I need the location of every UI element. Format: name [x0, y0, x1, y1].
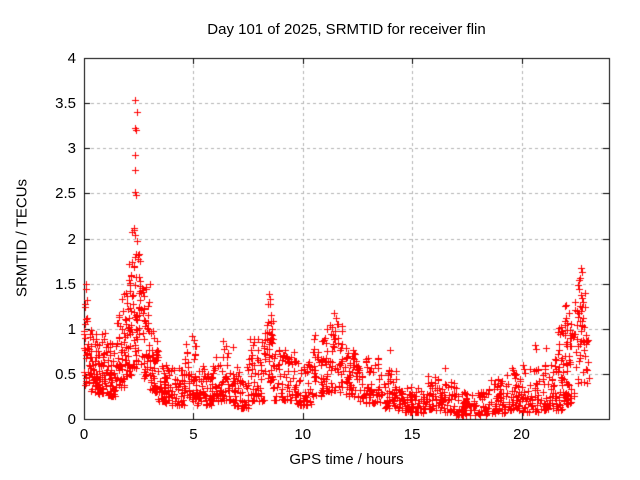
x-tick-label: 15	[403, 426, 421, 443]
y-tick-label: 0.5	[55, 365, 76, 383]
y-tick-label: 3	[67, 140, 76, 158]
y-tick-label: 2.5	[55, 185, 76, 203]
x-tick-label: 10	[294, 426, 312, 443]
y-tick-label: 0	[67, 411, 76, 428]
x-tick-label: 0	[79, 426, 89, 443]
x-tick-label: 5	[189, 426, 198, 443]
x-tick-label: 20	[513, 426, 530, 443]
y-tick-label: 4	[67, 50, 76, 67]
x-axis-label: GPS time / hours	[289, 451, 404, 468]
y-tick-label: 1	[67, 320, 76, 338]
chart-title: Day 101 of 2025, SRMTID for receiver fli…	[207, 21, 486, 38]
y-tick-label: 1.5	[55, 275, 76, 293]
y-tick-label: 3.5	[55, 95, 76, 113]
y-tick-label: 2	[67, 230, 76, 248]
